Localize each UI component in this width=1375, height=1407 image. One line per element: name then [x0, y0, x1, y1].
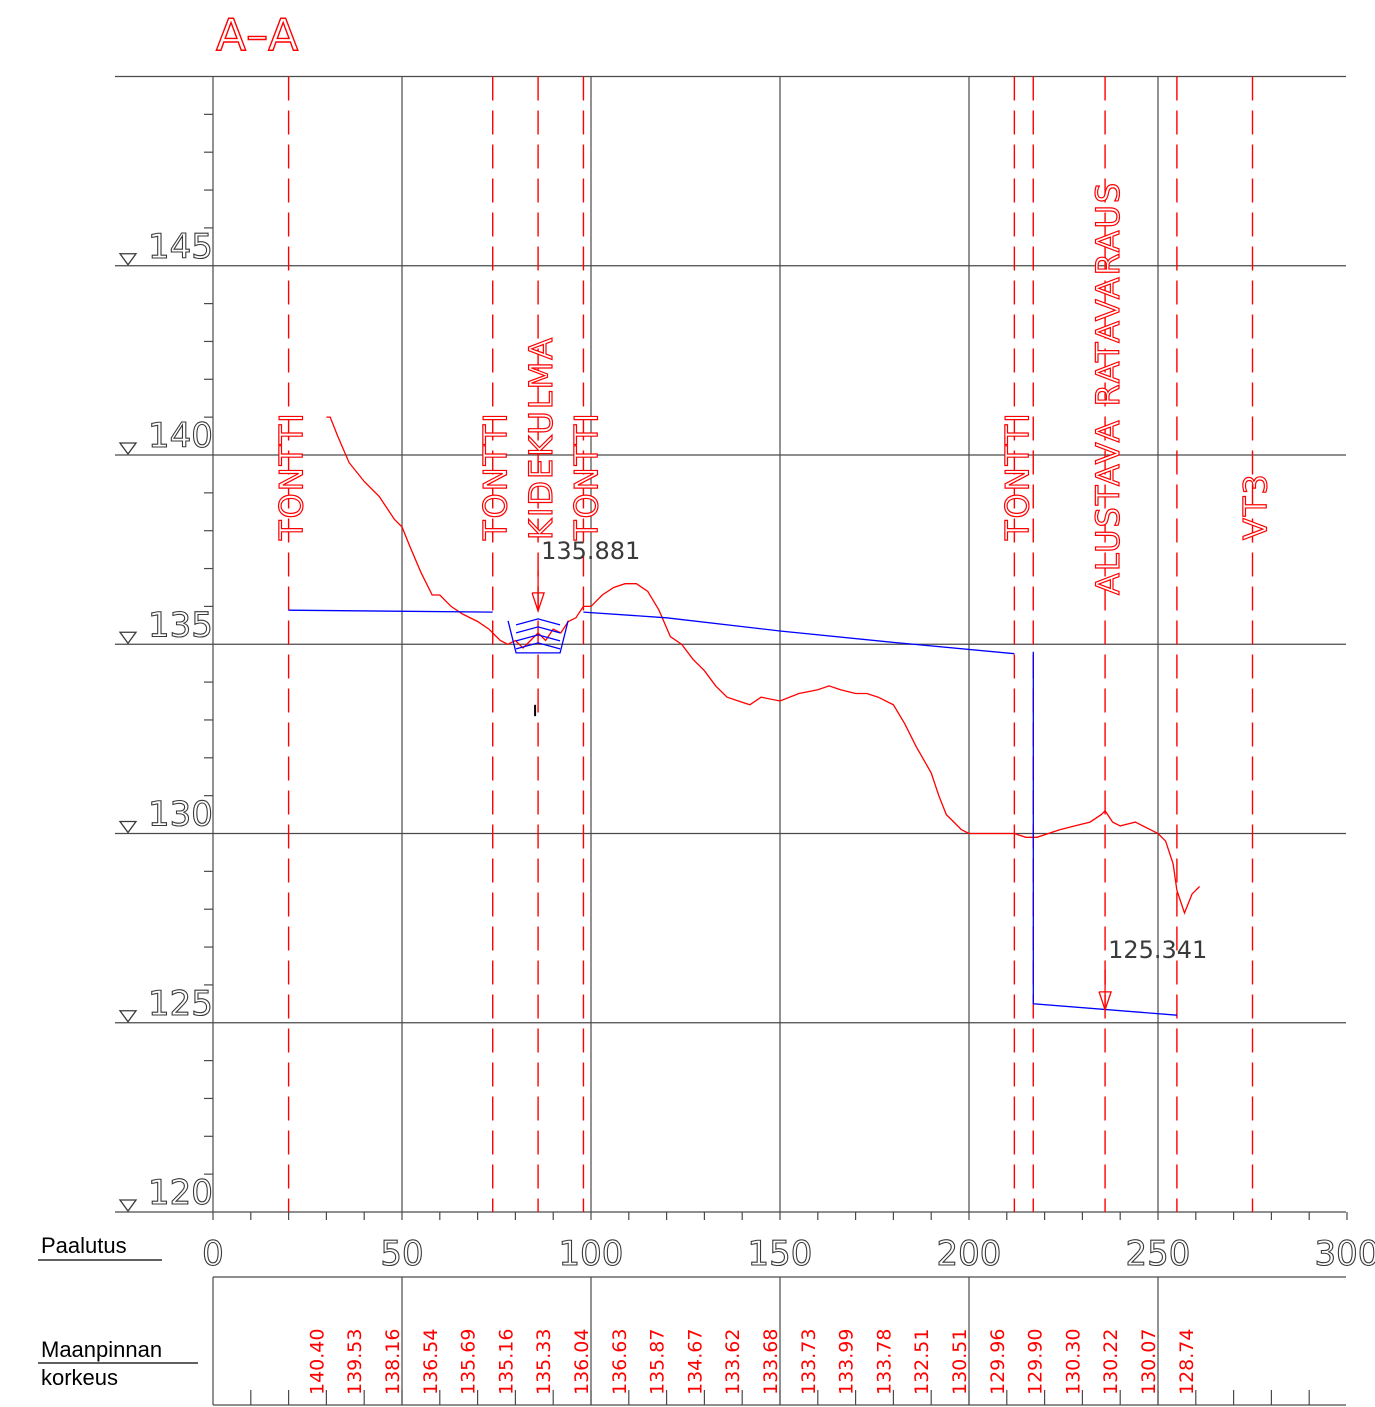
elevation-value: 130.07: [1138, 1329, 1160, 1395]
x-tick-label: 300: [1315, 1234, 1375, 1274]
elevation-triangle-icon: [118, 1199, 138, 1213]
elevation-value: 130.30: [1062, 1329, 1084, 1395]
grid: [115, 75, 1346, 1213]
elevation-annotations: 135.881 125.341: [531, 537, 1207, 1012]
elevation-triangle-icon: [118, 631, 138, 645]
elevation-value: 133.62: [722, 1329, 744, 1395]
elevation-value: 139.53: [344, 1329, 366, 1395]
x-tick-label: 150: [748, 1234, 813, 1274]
boundary-label: TONTTI: [273, 411, 311, 541]
paalutus-label: Paalutus: [41, 1233, 127, 1258]
y-tick-label: 135: [148, 605, 213, 645]
y-tick-label: 140: [148, 416, 213, 456]
y-axis: 145 140 135 130 125 120: [118, 113, 213, 1214]
boundary-lines: TONTTI TONTTI KIDEKULMA TONTTI TONTTI ALUSTAV…: [272, 76, 1275, 1212]
elevation-value: 134.67: [684, 1329, 706, 1395]
elevation-value: 129.96: [987, 1329, 1009, 1395]
elevation-value: 135.69: [458, 1329, 480, 1395]
y-tick-label: 130: [148, 795, 213, 835]
y-tick-label: 125: [148, 984, 213, 1024]
elevation-triangle-icon: [118, 1010, 138, 1023]
x-tick-label: 100: [559, 1234, 624, 1274]
culvert-layer: [515, 634, 561, 642]
elevation-value: 138.16: [382, 1329, 404, 1395]
elevation-value: 129.90: [1025, 1329, 1047, 1395]
elevation-value: 133.73: [798, 1329, 820, 1395]
boundary-label: KIDEKULMA: [522, 336, 560, 540]
boundary-label: ALUSTAVA RATAVARAUS: [1089, 181, 1127, 595]
design-profile-line: [1032, 651, 1177, 1016]
elevation-value: 133.99: [836, 1329, 858, 1395]
culvert-outline: [507, 620, 569, 654]
boundary-label: TONTTI: [567, 411, 605, 541]
elevation-value: 135.87: [647, 1329, 669, 1395]
design-profile-line: [288, 609, 493, 613]
section-title: A–A: [216, 10, 298, 61]
boundary-label: TONTTI: [998, 411, 1036, 541]
culvert-layer: [515, 626, 561, 634]
profile-lines: [288, 416, 1201, 1016]
culvert-symbol: [507, 618, 569, 717]
arrow-down-icon: [1098, 991, 1112, 1012]
boundary-label: TONTTI: [477, 411, 515, 541]
station-table: 140.40 139.53 138.16 136.54 135.69 135.16 135.…: [212, 1276, 1346, 1406]
culvert-layer: [515, 642, 561, 650]
x-tick-label: 200: [937, 1234, 1002, 1274]
elevation-value: 133.68: [760, 1329, 782, 1395]
elevation-value: 130.51: [949, 1329, 971, 1395]
elevation-label-line1: Maanpinnan: [41, 1337, 162, 1362]
annotation-label: 135.881: [541, 537, 640, 565]
elevation-value: 135.33: [533, 1329, 555, 1395]
elevation-value: 133.78: [873, 1329, 895, 1395]
y-tick-label: 145: [148, 227, 213, 267]
ground-profile-line: [326, 416, 1201, 915]
elevation-triangle-icon: [118, 253, 138, 266]
elevation-value: 132.51: [911, 1329, 933, 1395]
x-tick-label: 250: [1126, 1234, 1191, 1274]
arrow-down-icon: [531, 592, 545, 613]
x-tick-label: 0: [202, 1234, 224, 1274]
elevation-triangle-icon: [118, 442, 138, 456]
elevation-value: 136.04: [571, 1329, 593, 1395]
y-tick-label: 120: [148, 1173, 213, 1213]
elevation-value: 135.16: [495, 1329, 517, 1395]
culvert-layer: [515, 618, 561, 626]
elevation-value: 130.22: [1100, 1329, 1122, 1395]
elevation-label-line2: korkeus: [41, 1365, 118, 1390]
elevation-value: 136.54: [420, 1329, 442, 1395]
x-tick-label: 50: [380, 1234, 423, 1274]
elevation-value: 140.40: [306, 1329, 328, 1395]
elevation-value: 128.74: [1176, 1329, 1198, 1395]
boundary-label: VT3: [1237, 472, 1275, 540]
x-axis: 0 50 100 150 200 250 300: [202, 1212, 1375, 1275]
elevation-value: 136.63: [609, 1329, 631, 1395]
elevation-triangle-icon: [118, 820, 138, 834]
annotation-label: 125.341: [1108, 936, 1207, 964]
design-profile-line: [583, 611, 1015, 655]
